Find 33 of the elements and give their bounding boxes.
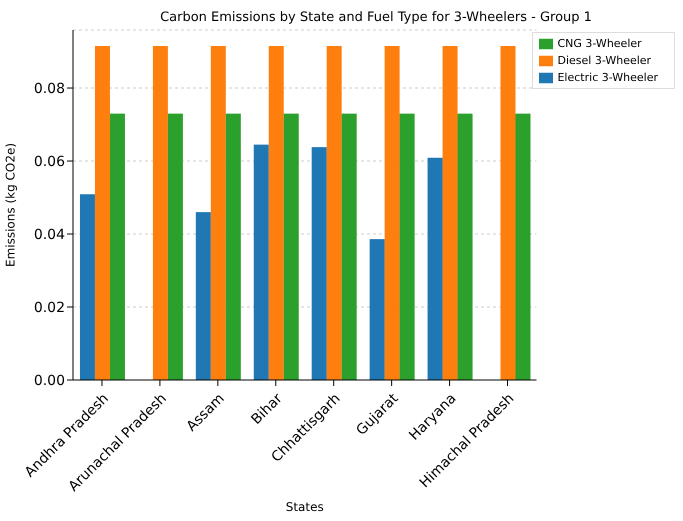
bar (284, 114, 299, 380)
bar (370, 239, 385, 380)
bar (210, 46, 226, 380)
bar (342, 114, 357, 380)
y-tick-label: 0.00 (34, 372, 65, 389)
bar (442, 46, 458, 380)
y-tick-label: 0.08 (34, 81, 65, 97)
bar (168, 114, 183, 380)
bar (152, 46, 168, 380)
bar (226, 114, 241, 380)
bar (458, 114, 473, 380)
bar (400, 114, 415, 380)
y-axis-title: Emissions (kg CO2e) (3, 142, 18, 268)
bar (312, 147, 327, 380)
legend-label: Electric 3-Wheeler (557, 71, 658, 84)
chart-title: Carbon Emissions by State and Fuel Type for 3-Wheelers - Group 1 (159, 10, 593, 25)
bar (196, 212, 211, 380)
legend-label: Diesel 3-Wheeler (557, 54, 652, 67)
bar (500, 46, 516, 380)
legend-label: CNG 3-Wheeler (557, 37, 642, 50)
y-tick-label: 0.04 (34, 226, 66, 243)
y-tick-label: 0.06 (34, 154, 66, 170)
bar (94, 46, 110, 380)
bar (110, 114, 125, 380)
bar (384, 46, 400, 380)
bar (516, 114, 530, 380)
bar (268, 46, 284, 380)
y-tick-label: 0.02 (34, 300, 65, 316)
bar (254, 144, 269, 380)
bar (80, 194, 95, 380)
bar (428, 158, 443, 380)
x-axis-title: States (286, 500, 324, 514)
bar (326, 46, 342, 380)
